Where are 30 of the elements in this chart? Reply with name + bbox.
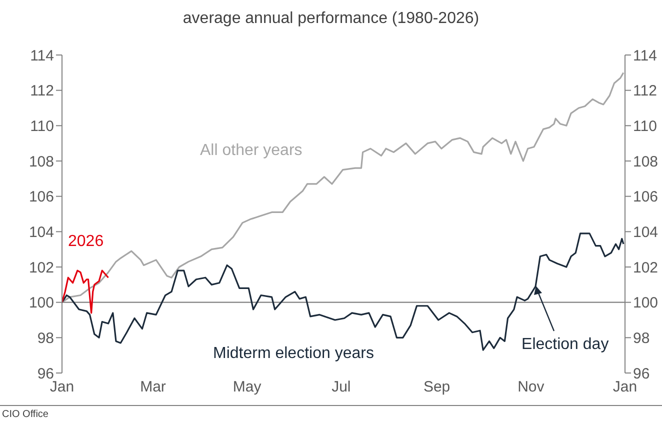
y-tick-label: 108 bbox=[28, 153, 54, 170]
annotation: Election day bbox=[522, 336, 609, 354]
y-tick-label: 98 bbox=[37, 330, 54, 347]
y2-tick-label: 100 bbox=[633, 294, 658, 312]
y-tick-label: 110 bbox=[30, 118, 54, 135]
y2-tick-label: 112 bbox=[633, 82, 657, 100]
y2-tick-label: 98 bbox=[633, 330, 650, 347]
x-tick-label: Jul bbox=[332, 378, 351, 396]
y2-tick-label: 106 bbox=[633, 188, 658, 206]
series-label: 2026 bbox=[68, 233, 104, 251]
line-series bbox=[62, 270, 110, 314]
y2-tick-label: 104 bbox=[633, 224, 658, 241]
y2-tick-label: 108 bbox=[633, 153, 658, 170]
x-tick-label: Sep bbox=[423, 378, 450, 396]
x-tick-label: Nov bbox=[518, 378, 545, 396]
chart-title: average annual performance (1980-2026) bbox=[182, 10, 480, 28]
y-tick-label: 100 bbox=[28, 294, 54, 312]
series-label: All other years bbox=[200, 142, 302, 160]
x-tick-label: May bbox=[232, 378, 262, 396]
y2-tick-label: 102 bbox=[633, 259, 658, 276]
x-tick-label: Mar bbox=[140, 378, 166, 396]
y2-tick-label: 114 bbox=[633, 47, 657, 64]
y-tick-label: 114 bbox=[30, 47, 54, 64]
series-label: Midterm election years bbox=[213, 345, 374, 363]
y2-tick-label: 110 bbox=[633, 118, 657, 135]
y-tick-label: 106 bbox=[28, 188, 54, 206]
text: CIO Office bbox=[2, 409, 48, 420]
y-tick-label: 104 bbox=[28, 224, 54, 241]
y-tick-label: 112 bbox=[30, 82, 54, 100]
y-tick-label: 102 bbox=[28, 259, 54, 276]
